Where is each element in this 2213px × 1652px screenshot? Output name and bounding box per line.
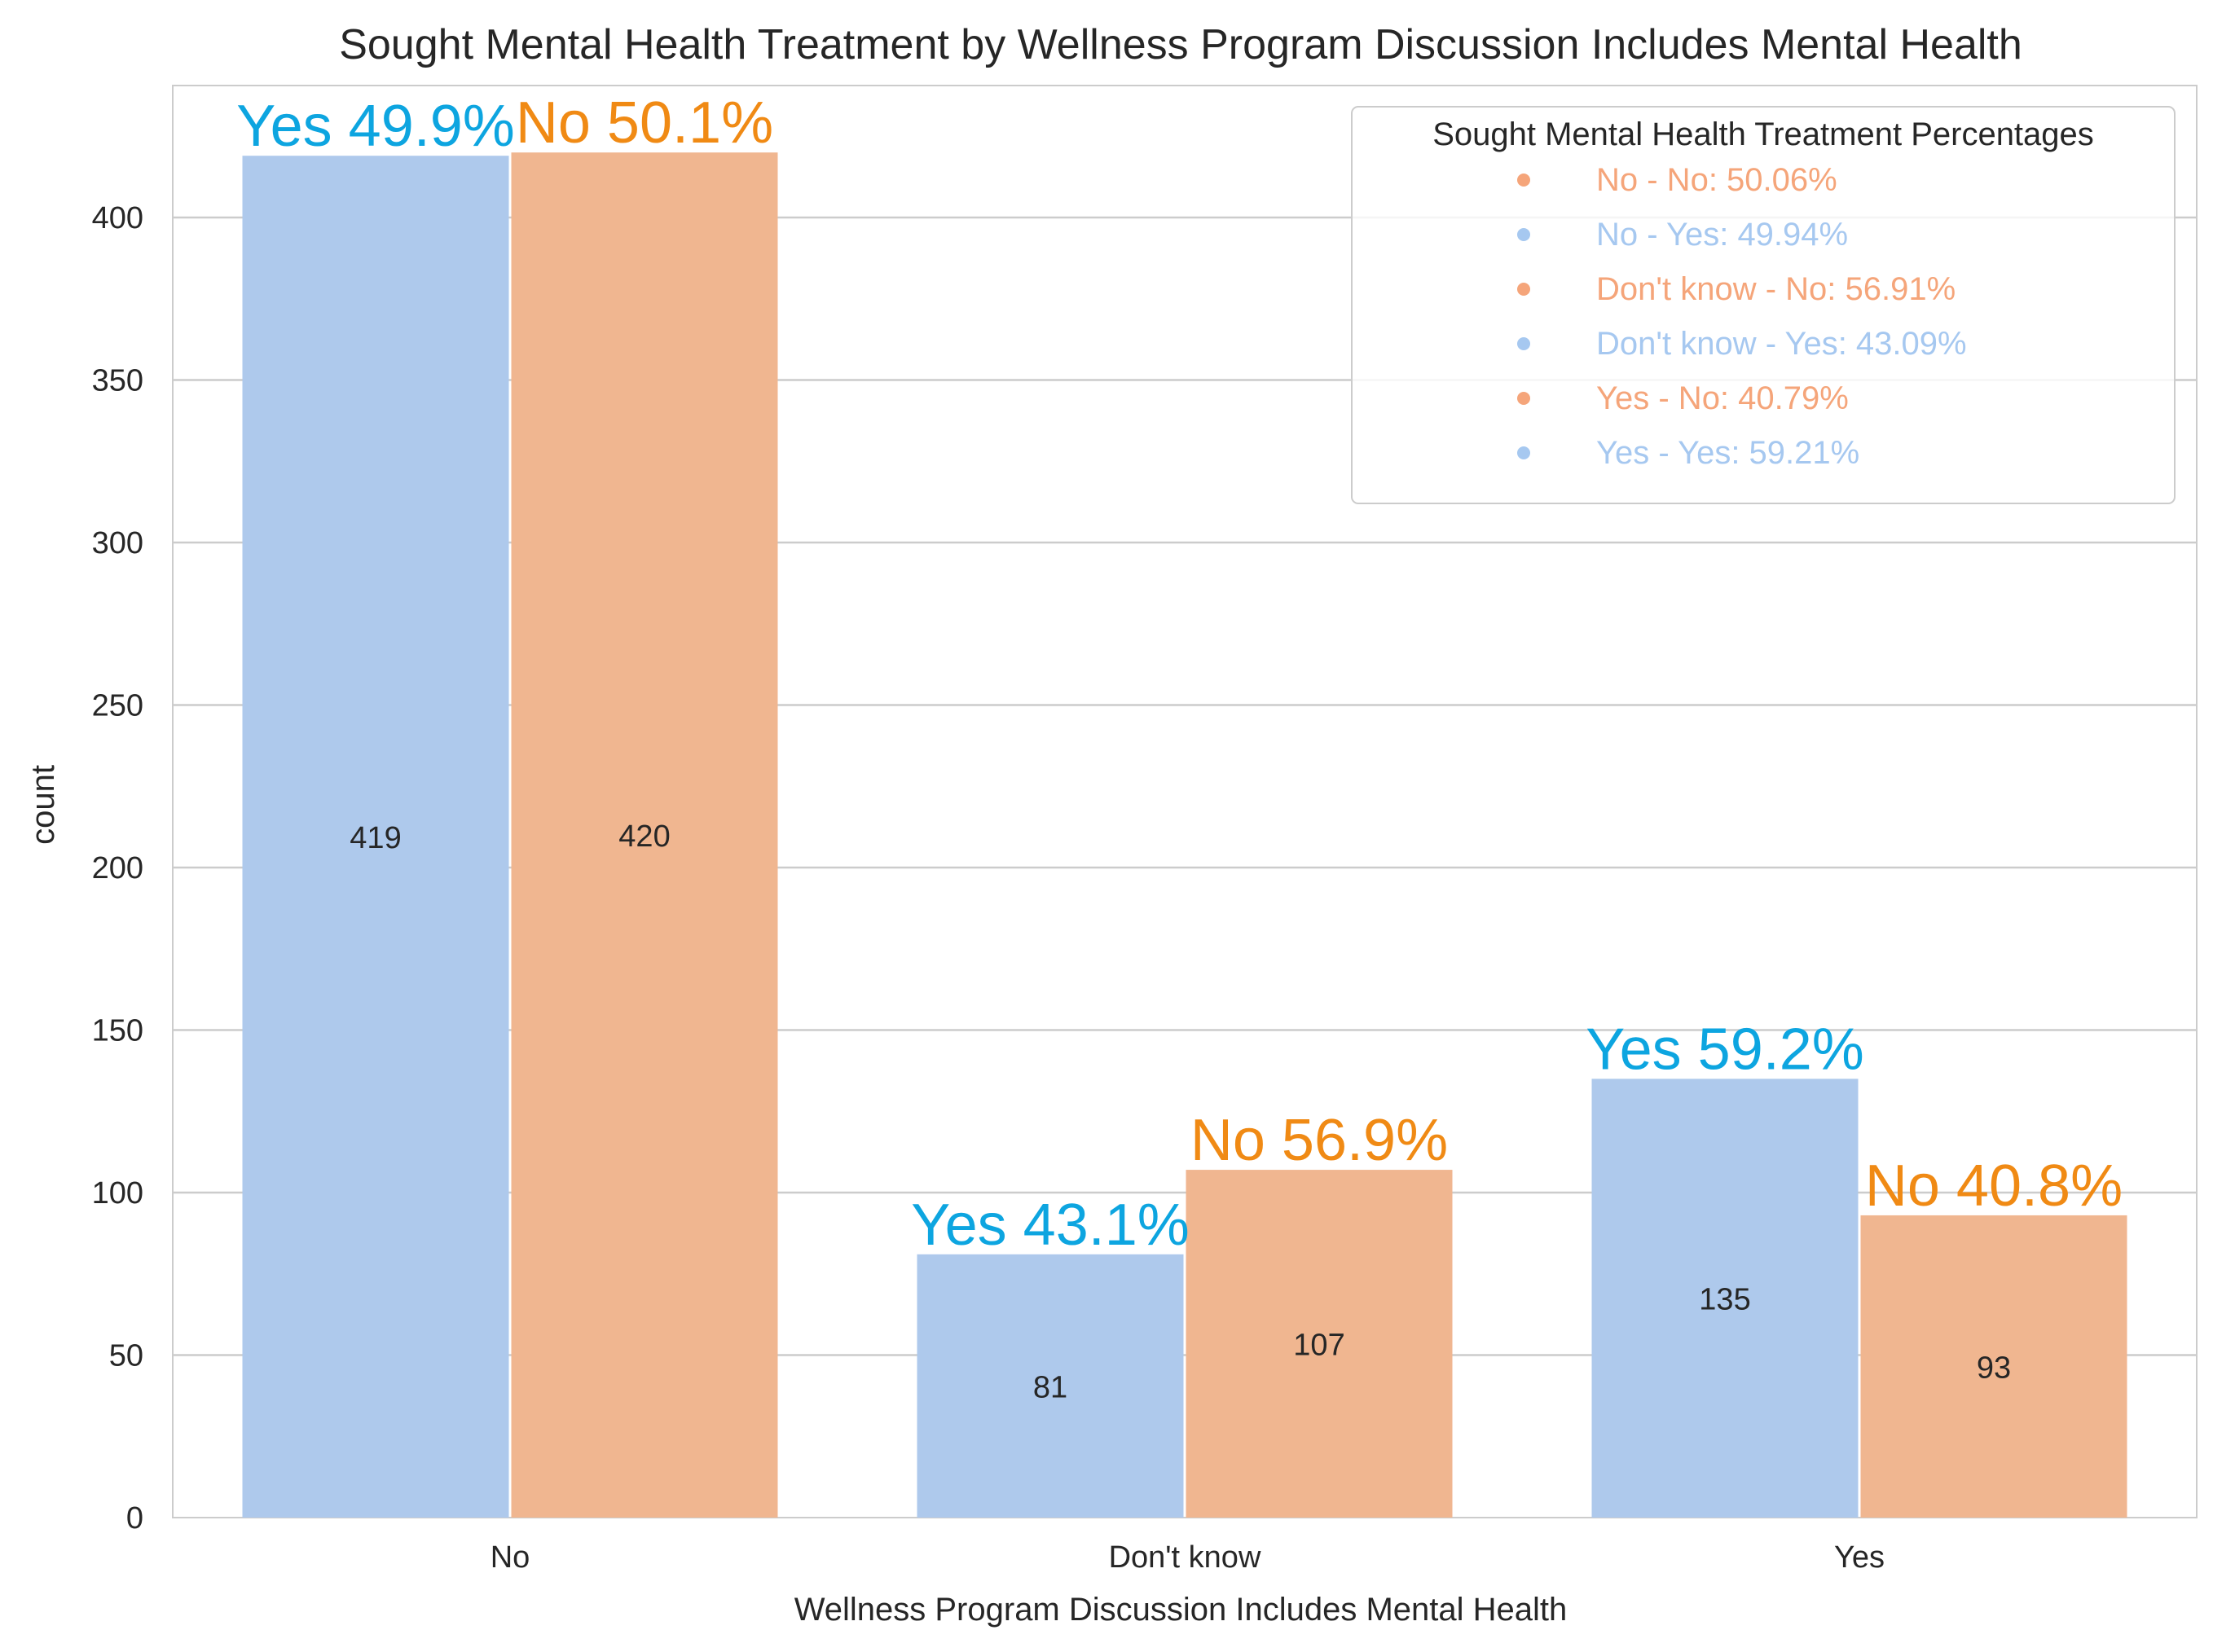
legend-entries: No - No: 50.06% No - Yes: 49.94% Don't kno… <box>1517 162 1967 471</box>
chart-title: Sought Mental Health Treatment by Wellne… <box>339 21 2022 68</box>
y-tick-label: 300 <box>92 526 143 560</box>
y-tick-label: 150 <box>92 1014 143 1048</box>
legend-entry-label: Don't know - Yes: 43.09% <box>1596 326 1967 362</box>
legend-entry-label: Yes - No: 40.79% <box>1596 380 1849 416</box>
value-label: 93 <box>1977 1351 2011 1385</box>
value-label: 81 <box>1033 1370 1067 1404</box>
y-tick-label: 400 <box>92 201 143 235</box>
axes: 0 50 100 150 200 250 300 350 400 No Don't know Yes <box>92 201 1885 1575</box>
legend: Sought Mental Health Treatment Percentag… <box>1351 106 2176 504</box>
plot-frame <box>172 85 2198 1518</box>
percent-label: No 56.9% <box>1190 1108 1448 1173</box>
x-tick-label: Yes <box>1834 1540 1885 1575</box>
legend-entry-label: Yes - Yes: 59.21% <box>1596 435 1859 471</box>
x-tick-label: No <box>491 1540 530 1575</box>
x-tick-label: Don't know <box>1109 1540 1261 1575</box>
legend-marker <box>1517 392 1530 405</box>
legend-entry-label: Don't know - No: 56.91% <box>1596 271 1956 307</box>
bar-no-2 <box>1186 1170 1453 1518</box>
bar-yes-2 <box>917 1254 1184 1518</box>
legend-marker <box>1517 337 1530 350</box>
legend-title: Sought Mental Health Treatment Percentag… <box>1432 116 2094 152</box>
value-label: 420 <box>618 819 670 854</box>
y-tick-label: 0 <box>126 1501 143 1536</box>
y-tick-label: 50 <box>109 1339 143 1373</box>
bar-yes-3 <box>1591 1079 1859 1518</box>
bar-yes-1 <box>242 156 509 1518</box>
percent-label: No 40.8% <box>1865 1153 2123 1219</box>
y-tick-label: 200 <box>92 851 143 885</box>
legend-marker <box>1517 174 1530 187</box>
percent-label: Yes 59.2% <box>1586 1017 1864 1082</box>
legend-marker <box>1517 446 1530 459</box>
legend-marker <box>1517 283 1530 296</box>
percent-label: Yes 49.9% <box>236 94 515 159</box>
value-label: 107 <box>1293 1329 1344 1363</box>
y-tick-label: 350 <box>92 364 143 398</box>
bars <box>242 152 2127 1518</box>
percent-label: No 50.1% <box>516 90 773 156</box>
value-label: 135 <box>1699 1283 1750 1317</box>
x-axis-label: Wellness Program Discussion Includes Men… <box>794 1592 1568 1628</box>
y-tick-label: 250 <box>92 689 143 723</box>
y-tick-label: 100 <box>92 1176 143 1210</box>
bar-no-3 <box>1860 1215 2127 1518</box>
legend-entry-label: No - Yes: 49.94% <box>1596 217 1848 253</box>
y-axis-label: count <box>25 765 61 845</box>
bar-no-1 <box>511 152 778 1518</box>
legend-box <box>1351 106 2176 504</box>
bar-labels: 419 Yes 49.9% 420 No 50.1% 81 Yes 43.1% 107 No … <box>236 90 2123 1404</box>
legend-marker <box>1517 228 1530 241</box>
value-label: 419 <box>350 821 401 855</box>
legend-entry-label: No - No: 50.06% <box>1596 162 1837 198</box>
percent-label: Yes 43.1% <box>911 1193 1190 1258</box>
